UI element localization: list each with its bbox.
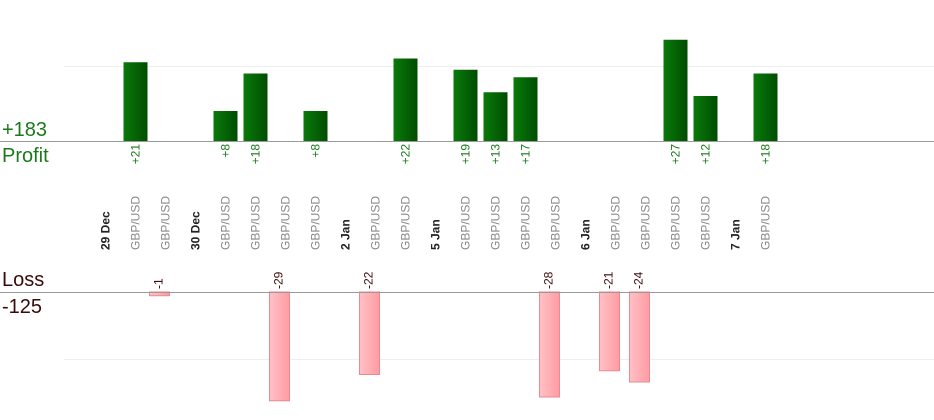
loss-axis-label: Loss [2,269,45,291]
profit-bar [303,111,328,141]
date-label: 2 Jan [339,219,353,250]
profit-bar [693,96,718,141]
profit-value-label: +13 [489,144,503,165]
profit-value-label: +17 [519,144,533,165]
gridlines [64,66,934,360]
profit-value-label: +8 [219,144,233,158]
category-label: GBP/USD [759,196,773,250]
category-label: GBP/USD [309,196,323,250]
profit-value-label: +12 [699,144,713,165]
category-label: GBP/USD [549,196,563,250]
loss-value-label: -29 [272,271,286,289]
category-label: GBP/USD [639,196,653,250]
category-label: GBP/USD [459,196,473,250]
baselines [0,141,934,293]
date-label: 7 Jan [729,219,743,250]
category-label: GBP/USD [699,196,713,250]
profit-bar [393,58,418,141]
profit-bar [513,77,538,141]
date-label: 5 Jan [429,219,443,250]
profit-value-label: +21 [129,144,143,165]
profit-bar [453,69,478,141]
loss-bar [539,291,560,398]
category-label: GBP/USD [369,196,383,250]
loss-value-label: -22 [362,271,376,289]
category-label: GBP/USD [219,196,233,250]
profit-value-label: +18 [759,144,773,165]
date-label: 29 Dec [99,211,113,250]
loss-value-label: -28 [542,271,556,289]
category-label: GBP/USD [519,196,533,250]
profit-value-label: +8 [309,144,323,158]
category-label: GBP/USD [159,196,173,250]
category-label: GBP/USD [669,196,683,250]
profit-bar [123,62,148,141]
loss-bar [359,291,380,375]
profit-axis-label: Profit [2,145,49,167]
loss-value-label: -21 [602,271,616,289]
profit-bar [663,39,688,141]
profit-value-label: +22 [399,144,413,165]
profit-bar [753,73,778,141]
category-label: GBP/USD [279,196,293,250]
bars [123,39,778,402]
loss-bar [629,291,650,383]
profit-bar [213,111,238,141]
profit-value-label: +19 [459,144,473,165]
date-label: 30 Dec [189,211,203,250]
profit-bar [243,73,268,141]
loss-bar [269,291,290,402]
profit-bar [483,92,508,141]
date-label: 6 Jan [579,219,593,250]
profit-value-label: +27 [669,144,683,165]
category-label: GBP/USD [399,196,413,250]
profit-value-label: +18 [249,144,263,165]
labels: 29 Dec GBP/USD +21 GBP/USD -1 30 Dec GBP/USD +8… [99,144,773,289]
loss-bar [599,291,620,372]
loss-total-label: -125 [2,296,43,318]
category-label: GBP/USD [489,196,503,250]
category-label: GBP/USD [129,196,143,250]
category-label: GBP/USD [609,196,623,250]
loss-value-label: -1 [152,278,166,289]
category-label: GBP/USD [249,196,263,250]
profit-total-label: +183 [2,119,48,141]
loss-value-label: -24 [632,271,646,289]
